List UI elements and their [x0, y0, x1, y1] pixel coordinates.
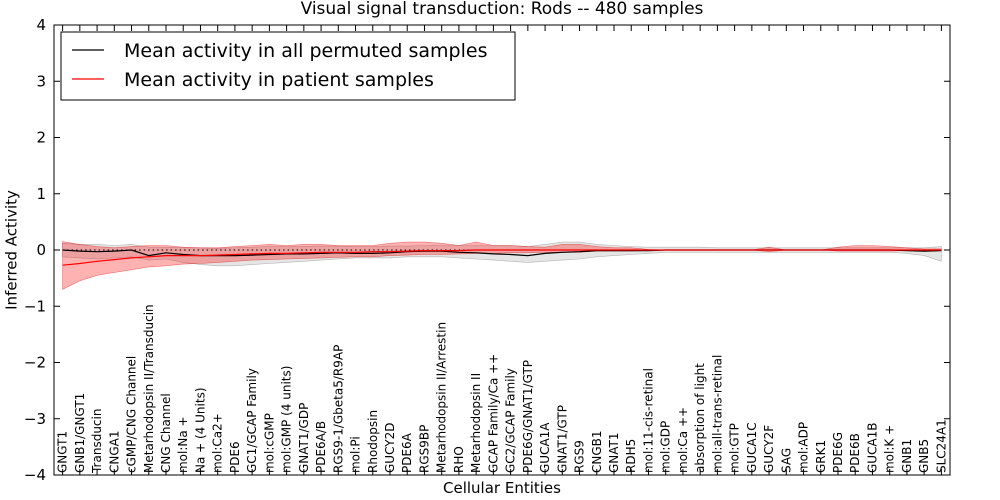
x-category-label: GUCY2D	[383, 423, 397, 473]
x-category-label: cGMP/CNG Channel	[125, 356, 139, 473]
y-tick-label: 3	[36, 72, 46, 90]
x-category-label: GRK1	[814, 440, 828, 473]
x-category-label: CNGB1	[590, 430, 604, 473]
x-axis-ticks: GNGT1 GNB1/GNGT1 Transducin CNGA1 cGMP/CNG C…	[56, 25, 948, 475]
y-tick-label: 2	[36, 129, 46, 147]
x-category-label: GC2/GCAP Family	[504, 368, 518, 473]
x-category-label: mol:K +	[883, 425, 897, 473]
y-axis-ticks: −4 −3 −2 −1 0 1 2 3 4	[24, 16, 950, 484]
x-category-label: Metarhodopsin II	[469, 373, 483, 473]
y-tick-label: 4	[36, 16, 46, 34]
legend-box	[60, 31, 516, 101]
x-axis-label: Cellular Entities	[443, 479, 561, 497]
x-category-label: mol:Ca ++	[676, 407, 690, 473]
y-tick-label: −3	[24, 410, 46, 428]
x-category-label: mol:GMP (4 units)	[280, 366, 294, 473]
x-category-label: GCAP Family/Ca ++	[486, 354, 500, 473]
x-category-label: RGS9-1/Gbeta5/R9AP	[331, 345, 345, 473]
x-category-label: mol:Ca2+	[211, 413, 225, 473]
x-category-label: mol:GTP	[728, 423, 742, 473]
legend: Mean activity in all permuted samples Me…	[60, 31, 516, 101]
x-category-label: PDE6G	[831, 432, 845, 473]
x-category-label: SAG	[779, 448, 793, 473]
y-tick-label: 1	[36, 185, 46, 203]
y-tick-label: 0	[36, 241, 46, 259]
x-category-label: PDE6	[228, 441, 242, 473]
x-category-label: GUCA1C	[745, 422, 759, 473]
series-lines-layer	[62, 249, 942, 266]
x-category-label: Transducin	[90, 409, 104, 474]
x-category-label: GNAT1/GTP	[555, 405, 569, 473]
x-category-label: Na + (4 Units)	[193, 387, 207, 473]
legend-label-permuted: Mean activity in all permuted samples	[124, 40, 487, 62]
x-category-label: GC1/GCAP Family	[245, 368, 259, 473]
x-category-label: GNAT1/GDP	[297, 403, 311, 473]
x-category-label: GUCA1A	[538, 422, 552, 473]
x-category-label: GNB5	[917, 439, 931, 473]
x-category-label: CNGA1	[107, 431, 121, 474]
x-category-label: RGS9	[573, 440, 587, 473]
x-category-label: PDE6G/GNAT1/GTP	[521, 360, 535, 473]
x-category-label: PDE6B	[848, 433, 862, 473]
x-category-label: mol:all-trans-retinal	[710, 355, 724, 473]
x-category-label: SLC24A1	[934, 419, 948, 473]
x-category-label: RHO	[452, 446, 466, 473]
x-category-label: mol:11-cis-retinal	[641, 368, 655, 473]
x-category-label: Rhodopsin	[366, 410, 380, 473]
y-tick-label: −4	[24, 466, 46, 484]
x-category-label: GNAT1	[607, 432, 621, 473]
bands-layer	[62, 241, 942, 290]
x-category-label: GUCY2F	[762, 425, 776, 473]
x-category-label: absorption of light	[693, 363, 707, 473]
x-category-label: mol:cGMP	[262, 413, 276, 473]
y-axis-label: Inferred Activity	[2, 190, 20, 310]
x-category-label: CNG Channel	[159, 393, 173, 473]
y-tick-label: −1	[24, 297, 46, 315]
x-category-label: PDE6A/B	[314, 421, 328, 473]
x-category-label: GNB1/GNGT1	[73, 393, 87, 473]
x-category-label: GNGT1	[56, 431, 70, 473]
x-category-label: RGS9BP	[417, 425, 431, 473]
x-category-label: mol:Na +	[176, 416, 190, 473]
series-line-patient	[62, 249, 942, 266]
x-category-label: RDH5	[624, 439, 638, 473]
x-category-label: GUCA1B	[865, 422, 879, 473]
x-category-label: mol:Pi	[349, 436, 363, 473]
x-category-label: mol:GDP	[659, 421, 673, 473]
legend-label-patient: Mean activity in patient samples	[124, 69, 434, 91]
x-category-label: PDE6A	[400, 432, 414, 473]
x-category-label: Metarhodopsin II/Arrestin	[435, 322, 449, 473]
x-category-label: mol:ADP	[797, 422, 811, 473]
y-tick-label: −2	[24, 354, 46, 372]
chart-title: Visual signal transduction: Rods -- 480 …	[301, 0, 704, 19]
x-category-label: Metarhodopsin II/Transducin	[142, 304, 156, 473]
x-category-label: GNB1	[900, 439, 914, 473]
